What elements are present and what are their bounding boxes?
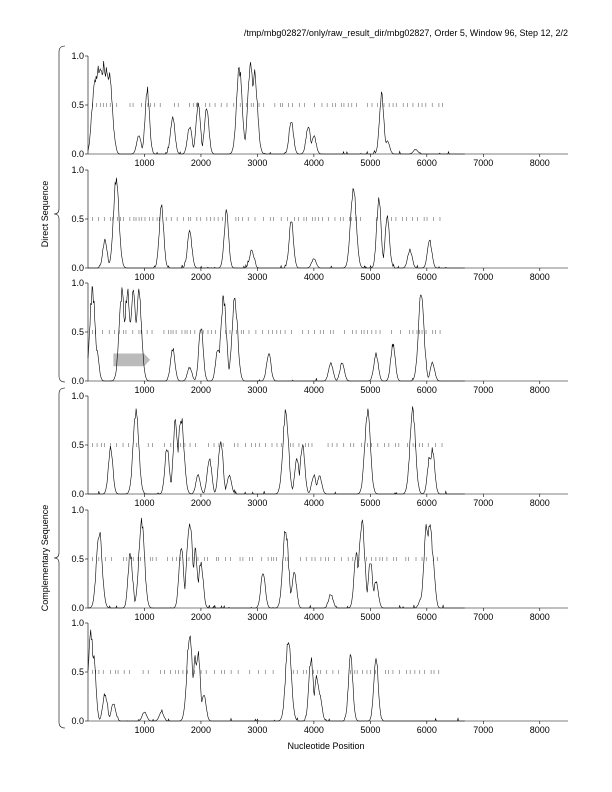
x-tick-label: 5000 (360, 612, 380, 622)
y-tick-label: 1.0 (71, 51, 84, 61)
x-tick-label: 1000 (134, 612, 154, 622)
x-tick-label: 2000 (191, 385, 211, 395)
y-tick-label: 0.0 (71, 263, 84, 273)
x-tick-label: 7000 (473, 158, 493, 168)
x-tick-label: 4000 (304, 385, 324, 395)
x-tick-label: 5000 (360, 385, 380, 395)
x-tick-label: 7000 (473, 272, 493, 282)
y-tick-label: 0.5 (71, 327, 84, 337)
y-tick-label: 1.0 (71, 505, 84, 515)
x-tick-label: 4000 (304, 158, 324, 168)
threshold-dashes (92, 557, 438, 561)
x-tick-label: 3000 (247, 385, 267, 395)
x-tick-label: 4000 (304, 498, 324, 508)
x-tick-label: 1000 (134, 498, 154, 508)
y-tick-label: 1.0 (71, 618, 84, 628)
x-tick-label: 8000 (530, 158, 550, 168)
threshold-dashes (92, 330, 441, 334)
y-tick-label: 0.5 (71, 214, 84, 224)
chart-panel-direct-frame-1: 0.0 0.5 1.0 1000 2000 3000 4000 5000 6000 7000 800… (71, 51, 568, 168)
y-tick-label: 0.0 (71, 149, 84, 159)
complementary-sequence-label: Complementary Sequence (40, 505, 50, 612)
x-tick-label: 6000 (417, 272, 437, 282)
x-tick-label: 2000 (191, 158, 211, 168)
coding-potential-line (87, 629, 465, 722)
x-axis-label: Nucleotide Position (287, 741, 364, 751)
x-tick-label: 7000 (473, 725, 493, 735)
x-tick-label: 5000 (360, 158, 380, 168)
x-tick-label: 5000 (360, 272, 380, 282)
x-tick-label: 3000 (247, 272, 267, 282)
x-tick-label: 3000 (247, 612, 267, 622)
y-tick-label: 0.0 (71, 489, 84, 499)
x-tick-label: 1000 (134, 385, 154, 395)
x-tick-label: 3000 (247, 498, 267, 508)
x-tick-label: 2000 (191, 725, 211, 735)
coding-potential-line (88, 177, 465, 269)
x-tick-label: 7000 (473, 498, 493, 508)
direct-sequence-label: Direct Sequence (40, 181, 50, 248)
x-tick-label: 1000 (134, 725, 154, 735)
y-tick-label: 0.5 (71, 100, 84, 110)
y-tick-label: 1.0 (71, 391, 84, 401)
coding-potential-line (87, 517, 465, 609)
x-tick-label: 4000 (304, 612, 324, 622)
x-tick-label: 7000 (473, 385, 493, 395)
x-tick-label: 6000 (417, 498, 437, 508)
threshold-dashes (92, 103, 443, 107)
chart-panel-complementary-frame-3: 0.0 0.5 1.0 1000 2000 3000 4000 5000 6000 7000 800… (71, 618, 568, 735)
x-tick-label: 6000 (417, 612, 437, 622)
chart-panel-direct-frame-2: 0.0 0.5 1.0 1000 2000 3000 4000 5000 6000 7000 800… (71, 165, 568, 282)
complementary-sequence-brace (53, 387, 66, 729)
panels: 0.0 0.5 1.0 1000 2000 3000 4000 5000 6000 7000 800… (71, 51, 568, 735)
chart-panel-complementary-frame-2: 0.0 0.5 1.0 1000 2000 3000 4000 5000 6000 7000 800… (71, 505, 568, 622)
x-tick-label: 8000 (530, 612, 550, 622)
coding-potential-line (87, 60, 465, 155)
x-tick-label: 7000 (473, 612, 493, 622)
group-labels: Direct Sequence Complementary Sequence (40, 45, 66, 729)
y-tick-label: 0.5 (71, 554, 84, 564)
x-tick-label: 6000 (417, 385, 437, 395)
y-tick-label: 0.0 (71, 376, 84, 386)
x-tick-label: 1000 (134, 272, 154, 282)
chart-panel-direct-frame-3: 0.0 0.5 1.0 1000 2000 3000 4000 5000 6000 7000 800… (71, 278, 568, 395)
threshold-dashes (92, 443, 443, 447)
x-tick-label: 8000 (530, 498, 550, 508)
x-tick-label: 8000 (530, 725, 550, 735)
direct-sequence-brace (53, 45, 66, 383)
header-path: /tmp/mbg02827/only/raw_result_dir/mbg028… (244, 28, 568, 38)
x-tick-label: 2000 (191, 272, 211, 282)
y-tick-label: 0.0 (71, 716, 84, 726)
x-tick-label: 2000 (191, 612, 211, 622)
threshold-dashes (92, 217, 441, 221)
chart-panel-complementary-frame-1: 0.0 0.5 1.0 1000 2000 3000 4000 5000 6000 7000 800… (71, 391, 568, 508)
coding-potential-line (88, 406, 465, 495)
y-tick-label: 1.0 (71, 165, 84, 175)
annotation-band (113, 353, 151, 367)
coding-potential-line (87, 286, 465, 382)
y-tick-label: 0.5 (71, 440, 84, 450)
y-tick-label: 0.0 (71, 603, 84, 613)
y-tick-label: 1.0 (71, 278, 84, 288)
x-tick-label: 5000 (360, 725, 380, 735)
x-tick-label: 1000 (134, 158, 154, 168)
threshold-dashes (92, 670, 440, 674)
x-tick-label: 4000 (304, 725, 324, 735)
x-tick-label: 6000 (417, 725, 437, 735)
x-tick-label: 8000 (530, 272, 550, 282)
y-tick-label: 0.5 (71, 667, 84, 677)
x-tick-label: 2000 (191, 498, 211, 508)
x-tick-label: 8000 (530, 385, 550, 395)
x-tick-label: 3000 (247, 725, 267, 735)
x-tick-label: 6000 (417, 158, 437, 168)
x-tick-label: 3000 (247, 158, 267, 168)
x-tick-label: 4000 (304, 272, 324, 282)
x-tick-label: 5000 (360, 498, 380, 508)
